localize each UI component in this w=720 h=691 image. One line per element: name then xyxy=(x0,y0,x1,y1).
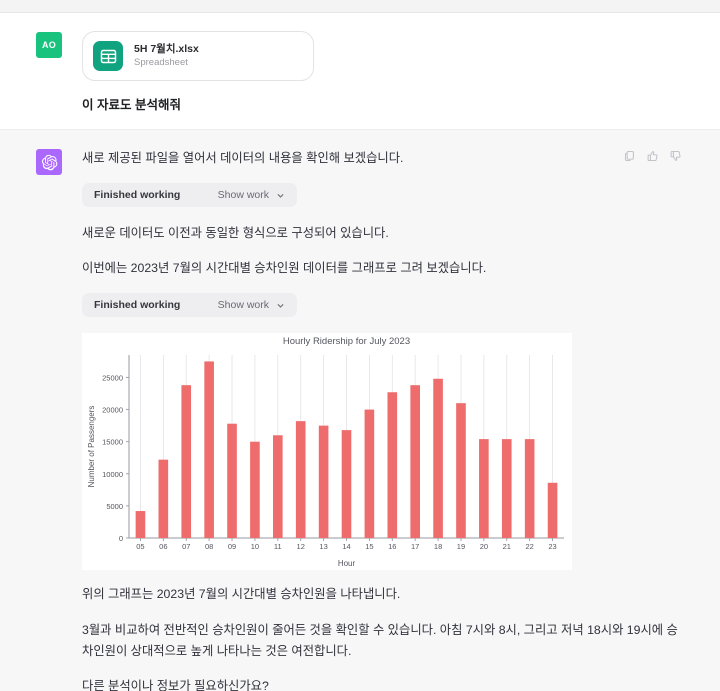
assistant-message-body: 새로 제공된 파일을 열어서 데이터의 내용을 확인해 보겠습니다. Finis… xyxy=(62,148,684,691)
assistant-paragraph-4: 위의 그래프는 2023년 7월의 시간대별 승차인원을 나타냅니다. xyxy=(82,587,401,602)
chart-bar xyxy=(158,460,169,539)
assistant-paragraph-2: 새로운 데이터도 이전과 동일한 형식으로 구성되어 있습니다. xyxy=(82,226,389,241)
show-work-label: Show work xyxy=(217,189,269,202)
file-meta: 5H 7월치.xlsx Spreadsheet xyxy=(134,43,199,69)
file-name: 5H 7월치.xlsx xyxy=(134,43,199,55)
message-actions xyxy=(624,150,682,162)
x-tick-label: 14 xyxy=(342,542,350,551)
show-work-label: Show work xyxy=(217,299,269,312)
ridership-bar-chart: Hourly Ridership for July 2023 0 5000 10000… xyxy=(82,333,572,571)
chart-bar xyxy=(501,439,512,539)
x-tick-label: 19 xyxy=(457,542,465,551)
x-axis-label: Hour xyxy=(338,559,356,568)
chart-bar xyxy=(204,361,214,539)
user-message: AO 5H 7월치.xlsx Spreadsheet 이 자료도 분석해줘 xyxy=(0,13,720,129)
tool-badge-2[interactable]: Finished working Show work xyxy=(82,293,297,318)
chart-bar xyxy=(547,483,558,539)
chart-bar xyxy=(433,379,443,539)
assistant-avatar xyxy=(36,149,62,175)
x-tick-label: 23 xyxy=(548,542,556,551)
top-bar xyxy=(0,0,720,13)
openai-logo-icon xyxy=(41,154,57,170)
chevron-down-icon xyxy=(277,303,284,308)
y-tick-label: 5000 xyxy=(106,502,123,511)
chart-bar xyxy=(295,421,306,539)
y-axis-label: Number of Passengers xyxy=(87,406,96,488)
x-tick-label: 18 xyxy=(434,542,442,551)
file-type: Spreadsheet xyxy=(134,57,188,69)
y-tick-label: 0 xyxy=(119,534,123,543)
x-tick-label: 13 xyxy=(319,542,327,551)
tool-status-label: Finished working xyxy=(94,299,181,312)
chart-bar xyxy=(524,439,535,539)
x-tick-label: 15 xyxy=(365,542,373,551)
user-avatar: AO xyxy=(36,32,62,58)
show-work-button[interactable]: Show work xyxy=(218,189,285,201)
chevron-down-icon xyxy=(277,193,284,198)
assistant-paragraph-3: 이번에는 2023년 7월의 시간대별 승차인원 데이터를 그래프로 그려 보겠… xyxy=(82,261,487,276)
assistant-paragraph-1: 새로 제공된 파일을 열어서 데이터의 내용을 확인해 보겠습니다. xyxy=(82,151,404,165)
chart-bar xyxy=(227,424,237,539)
chart-bar xyxy=(410,385,420,539)
chart-bar xyxy=(318,426,329,539)
assistant-message: 새로 제공된 파일을 열어서 데이터의 내용을 확인해 보겠습니다. Finis… xyxy=(0,129,720,691)
x-tick-label: 17 xyxy=(411,542,419,551)
x-tick-label: 11 xyxy=(274,542,282,551)
chart-bar xyxy=(273,435,283,539)
assistant-paragraph-6: 다른 분석이나 정보가 필요하신가요? xyxy=(82,678,269,691)
chart-bar xyxy=(479,439,489,539)
chart-canvas: Hourly Ridership for July 2023 0 5000 10000… xyxy=(87,336,564,568)
x-tick-label: 22 xyxy=(525,542,533,551)
tool-badge-1[interactable]: Finished working Show work xyxy=(82,183,297,208)
user-message-text: 이 자료도 분석해줘 xyxy=(82,98,181,112)
thumbs-down-icon[interactable] xyxy=(670,150,682,162)
y-tick-label: 25000 xyxy=(102,374,123,383)
chart-bar xyxy=(456,403,466,539)
chart-bar xyxy=(135,511,146,539)
y-tick-label: 10000 xyxy=(102,470,123,479)
chart-bar xyxy=(250,442,260,539)
x-tick-label: 06 xyxy=(159,542,167,551)
chart-bar xyxy=(387,392,398,539)
x-tick-label: 21 xyxy=(503,542,511,551)
x-tick-label: 09 xyxy=(228,542,236,551)
assistant-paragraph-5: 3월과 비교하여 전반적인 승차인원이 줄어든 것을 확인할 수 있습니다. 아… xyxy=(82,622,678,658)
x-tick-label: 12 xyxy=(297,542,305,551)
x-tick-label: 08 xyxy=(205,542,213,551)
x-tick-label: 05 xyxy=(136,542,144,551)
x-tick-label: 10 xyxy=(251,542,259,551)
x-tick-label: 07 xyxy=(182,542,190,551)
file-attachment-card[interactable]: 5H 7월치.xlsx Spreadsheet xyxy=(82,31,314,81)
y-tick-label: 15000 xyxy=(102,438,123,447)
tool-status-label: Finished working xyxy=(94,189,181,202)
chart-bar xyxy=(181,385,192,539)
x-tick-label: 16 xyxy=(388,542,396,551)
copy-icon[interactable] xyxy=(624,150,636,162)
chart-title: Hourly Ridership for July 2023 xyxy=(283,336,410,347)
chart-bar xyxy=(364,410,375,539)
user-avatar-initials: AO xyxy=(41,40,57,50)
show-work-button[interactable]: Show work xyxy=(218,299,285,311)
x-tick-label: 20 xyxy=(480,542,488,551)
chart-bar xyxy=(341,430,352,539)
y-tick-label: 20000 xyxy=(102,406,123,415)
user-message-body: 5H 7월치.xlsx Spreadsheet 이 자료도 분석해줘 xyxy=(62,31,684,115)
thumbs-up-icon[interactable] xyxy=(647,150,659,162)
spreadsheet-icon xyxy=(93,41,123,71)
